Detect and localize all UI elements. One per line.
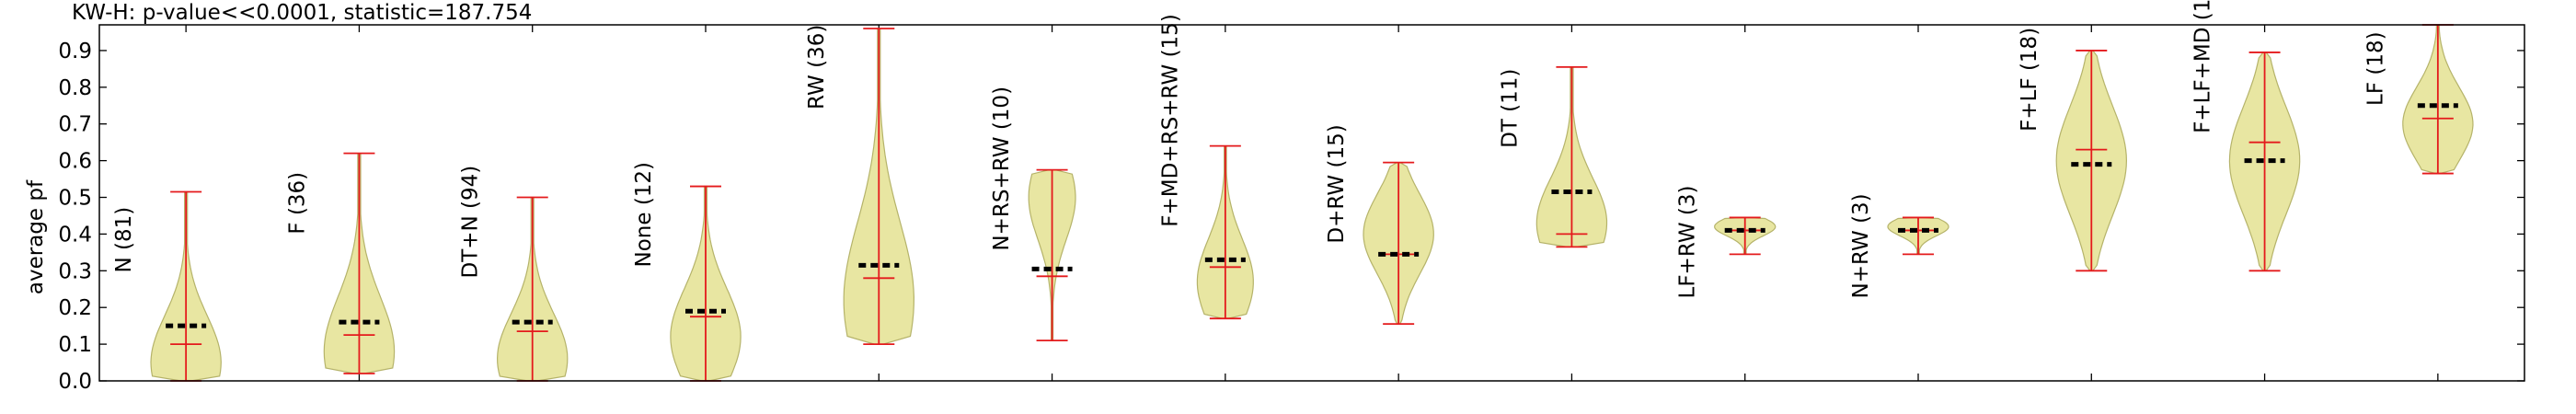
y-tick-label: 0.1 — [58, 333, 92, 357]
y-tick-label: 0.7 — [58, 113, 92, 137]
y-tick-label: 0.2 — [58, 296, 92, 320]
group-label: None (12) — [632, 162, 656, 268]
y-tick-label: 0.4 — [58, 223, 92, 247]
y-tick-label: 0.6 — [58, 150, 92, 174]
group-label: DT (11) — [1498, 69, 1522, 148]
group-label: F+LF+MD (15) — [2191, 0, 2214, 133]
group-label: N (81) — [112, 207, 136, 273]
group-label: F (36) — [285, 172, 309, 235]
y-axis-label: average pf — [24, 179, 48, 294]
plot-area: 0.0 0.1 0.2 0.3 0.4 0.5 0.6 0.7 0.8 0.9 N (81) F (3… — [58, 0, 2524, 394]
group-label: D+RW (15) — [1325, 124, 1349, 243]
group-label: F+MD+RS+RW (15) — [1158, 14, 1182, 227]
group-label: LF+RW (3) — [1676, 186, 1700, 299]
group-label: N+RW (3) — [1849, 193, 1873, 298]
y-tick-label: 0.9 — [58, 40, 92, 63]
group-label: N+RS+RW (10) — [990, 86, 1014, 251]
y-tick-label: 0.5 — [58, 187, 92, 211]
chart-title: KW-H: p-value<<0.0001, statistic=187.754 — [72, 1, 532, 25]
group-label: F+LF (18) — [2018, 28, 2041, 132]
group-label: DT+N (94) — [459, 166, 483, 279]
group-label: LF (18) — [2364, 31, 2388, 106]
y-tick-label: 0.3 — [58, 259, 92, 283]
plot-frame — [98, 24, 2525, 382]
group-label: RW (36) — [805, 25, 829, 109]
y-tick-label: 0.8 — [58, 76, 92, 100]
y-tick-label: 0.0 — [58, 370, 92, 394]
